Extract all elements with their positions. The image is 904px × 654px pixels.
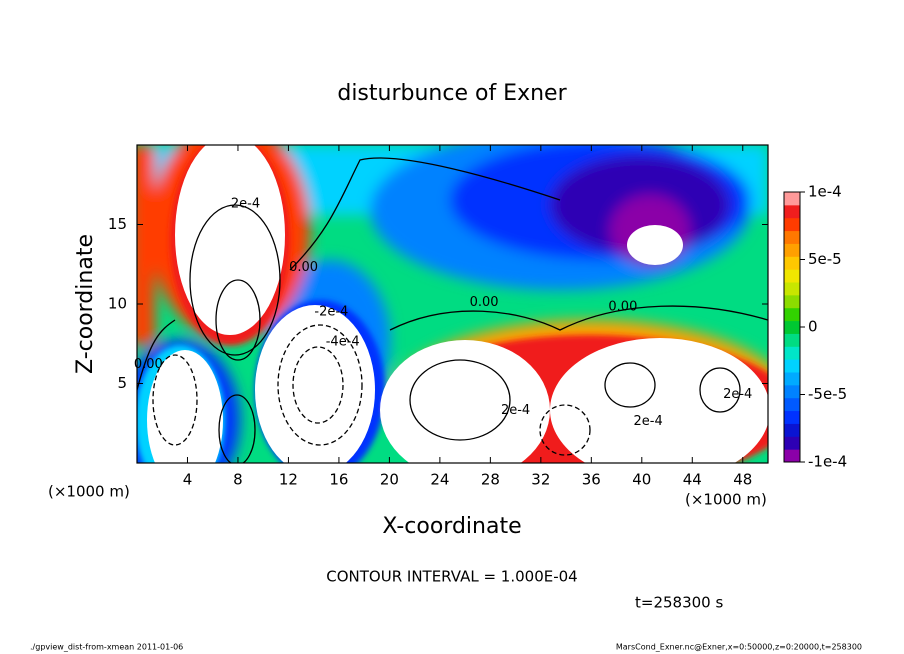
y-tick-label: 15 (108, 215, 127, 233)
colorbar-segment (784, 410, 800, 424)
colorbar-segment (784, 359, 800, 373)
colorbar-segment (784, 230, 800, 244)
colorbar-segment (784, 333, 800, 347)
x-tick-label: 44 (683, 471, 702, 489)
contour-label: 2e-4 (633, 414, 662, 429)
contour-label: -4e-4 (326, 335, 360, 350)
colorbar-segment (784, 192, 800, 206)
colorbar-segment (784, 269, 800, 283)
x-unit-left: (×1000 m) (48, 483, 130, 501)
colorbar-tick-label: 5e-5 (808, 250, 842, 268)
contour-label: 0.00 (289, 260, 318, 275)
x-tick-label: 36 (582, 471, 601, 489)
footer: ./gpview_dist-from-xmean 2011-01-06 (30, 643, 183, 652)
x-unit: (×1000 m) (685, 491, 767, 509)
colorbar-tick-label: 1e-4 (808, 183, 842, 201)
colorbar-segment (784, 217, 800, 232)
contour-label: 0.00 (470, 295, 499, 310)
colorbar-segment (784, 397, 800, 412)
colorbar-segment (784, 372, 800, 386)
x-tick-label: 16 (329, 471, 348, 489)
x-tick-label: 12 (279, 471, 298, 489)
x-tick-label: 8 (233, 471, 243, 489)
colorbar-segment (784, 320, 800, 334)
colorbar-segment (784, 256, 800, 270)
x-tick-label: 40 (632, 471, 651, 489)
field (137, 145, 768, 463)
colorbar-segment (784, 449, 800, 463)
y-tick-label: 10 (108, 295, 127, 313)
contour-label: 2e-4 (231, 196, 260, 211)
annotation: t=258300 s (635, 594, 723, 612)
contour-label: 2e-4 (501, 403, 530, 418)
contour-label: 0.00 (134, 357, 163, 372)
colorbar-segment (784, 346, 800, 360)
colorbar-tick-label: -1e-4 (808, 453, 847, 471)
colorbar-tick-label: -5e-5 (808, 385, 847, 403)
x-tick-label: 48 (733, 471, 752, 489)
contour-label: 0.00 (608, 300, 637, 315)
x-tick-label: 24 (430, 471, 449, 489)
colorbar-segment (784, 204, 800, 219)
footer: MarsCond_Exner.nc@Exner,x=0:50000,z=0:20… (616, 643, 862, 652)
x-tick-label: 4 (183, 471, 193, 489)
colorbar-segment (784, 307, 800, 322)
colorbar-segment (784, 243, 800, 257)
y-axis-label: Z-coordinate (73, 234, 98, 374)
colorbar-tick-label: 0 (808, 318, 818, 336)
colorbar-segment (784, 384, 800, 399)
annotation: CONTOUR INTERVAL = 1.000E-04 (326, 568, 577, 586)
colorbar-segment (784, 282, 800, 296)
colorbar-segment (784, 423, 800, 437)
chart-title: disturbunce of Exner (337, 81, 567, 106)
x-tick-label: 32 (531, 471, 550, 489)
contour-label: -2e-4 (314, 304, 348, 319)
colorbar-segment (784, 436, 800, 450)
colorbar-segment (784, 294, 800, 309)
x-axis-label: X-coordinate (382, 514, 521, 539)
y-tick-label: 5 (117, 374, 127, 392)
contour-label: 2e-4 (723, 387, 752, 402)
x-tick-label: 20 (380, 471, 399, 489)
x-tick-label: 28 (481, 471, 500, 489)
